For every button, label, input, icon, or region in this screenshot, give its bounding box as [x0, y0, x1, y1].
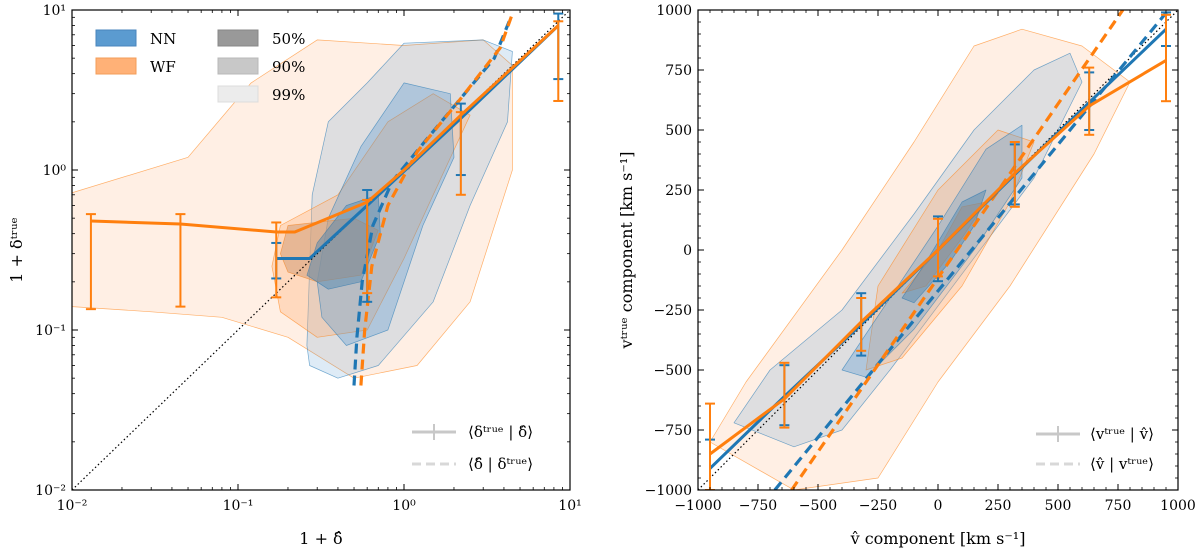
left-x-axis-label: 1 + δ̂ — [299, 529, 342, 548]
left-ytick-label-3: 10¹ — [43, 3, 66, 19]
left-panel: 10⁻² 10⁻¹ 10⁰ 10¹ 10⁻² 10⁻¹ 10⁰ 10¹ — [35, 3, 582, 514]
right-xtick-label-3: −250 — [859, 498, 897, 514]
right-xtick-label-8: 1000 — [1160, 498, 1196, 514]
legend-label-99: 99% — [272, 86, 305, 104]
right-y-axis-label: vᵗʳᵘᵉ component [km s⁻¹] — [617, 152, 636, 350]
left-xtick-label-3: 10¹ — [558, 498, 581, 514]
right-panel: −1000 −750 −500 −250 0 250 500 750 1000 −1000 −750… — [645, 3, 1196, 514]
left-core-shade-nn — [306, 194, 381, 290]
right-identity-line — [698, 10, 1178, 490]
right-core-shade-nn — [902, 190, 986, 303]
legend-label-50: 50% — [272, 30, 305, 48]
right-ytick-label-3: −250 — [654, 303, 692, 319]
legend-patch-90 — [217, 57, 259, 75]
left-reverse-curve-nn — [352, 20, 511, 386]
right-ytick-label-5: 250 — [665, 183, 692, 199]
left-ytick-label-1: 10⁻¹ — [35, 323, 66, 339]
right-xtick-label-7: 750 — [1105, 498, 1132, 514]
right-plot-area — [698, 10, 1178, 490]
legend-label-nn: NN — [150, 30, 176, 48]
right-xtick-label-4: 0 — [934, 498, 943, 514]
right-contour-nn-90 — [841, 124, 1023, 378]
legend-patch-99 — [217, 85, 259, 103]
right-ytick-label-2: −500 — [654, 363, 692, 379]
right-xtick-label-5: 250 — [985, 498, 1012, 514]
right-contour-nn-99 — [733, 52, 1083, 448]
legend-box: NN WF 50% 90% 99% — [95, 29, 305, 104]
right-ytick-label-8: 1000 — [656, 3, 692, 19]
right-contour-wf-99 — [709, 28, 1131, 490]
legend-label-forward-right: ⟨vᵗʳᵘᵉ | v̂⟩ — [1090, 425, 1154, 443]
legend-label-forward-left: ⟨δᵗʳᵘᵉ | δ̂⟩ — [468, 423, 533, 441]
left-contour-wf-99 — [72, 39, 513, 379]
legend-patch-wf — [95, 57, 137, 75]
right-xtick-label-2: −500 — [799, 498, 837, 514]
right-axes: −1000 −750 −500 −250 0 250 500 750 1000 −1000 −750… — [645, 3, 1196, 514]
right-xtick-label-1: −750 — [739, 498, 777, 514]
left-mean-line-wf — [90, 24, 560, 234]
left-core-shade-wf — [280, 218, 379, 282]
left-plot-area — [72, 10, 570, 490]
left-xtick-label-1: 10⁻¹ — [223, 498, 254, 514]
right-ytick-label-4: 0 — [683, 243, 692, 259]
left-ytick-label-2: 10⁰ — [43, 163, 67, 179]
left-plot-frame — [71, 9, 571, 491]
legend-label-wf: WF — [150, 58, 176, 76]
legend-label-reverse-right: ⟨v̂ | vᵗʳᵘᵉ⟩ — [1090, 455, 1154, 473]
left-xtick-label-2: 10⁰ — [392, 498, 416, 514]
left-contour-nn-50 — [306, 194, 381, 290]
left-axes: 10⁻² 10⁻¹ 10⁰ 10¹ 10⁻² 10⁻¹ 10⁰ 10¹ — [35, 3, 582, 514]
left-y-axis-label: 1 + δᵗʳᵘᵉ — [7, 217, 26, 282]
legend-patch-nn — [95, 29, 137, 47]
legend-label-reverse-left: ⟨δ̂ | δᵗʳᵘᵉ⟩ — [468, 455, 533, 473]
right-ytick-label-1: −750 — [654, 423, 692, 439]
right-plot-frame — [697, 9, 1179, 491]
right-xtick-label-6: 500 — [1045, 498, 1072, 514]
legend-patch-50 — [217, 29, 259, 47]
right-ytick-label-6: 500 — [665, 123, 692, 139]
right-xtick-label-0: −1000 — [674, 498, 721, 514]
right-x-axis-label: v̂ component [km s⁻¹] — [850, 529, 1026, 548]
right-reverse-curve-wf — [790, 10, 1125, 490]
legend-lines-left: ⟨δᵗʳᵘᵉ | δ̂⟩ ⟨δ̂ | δᵗʳᵘᵉ⟩ — [412, 423, 533, 473]
left-reverse-curve-wf — [359, 13, 514, 386]
legend-lines-right: ⟨vᵗʳᵘᵉ | v̂⟩ ⟨v̂ | vᵗʳᵘᵉ⟩ — [1036, 425, 1154, 473]
left-xtick-label-0: 10⁻² — [57, 498, 88, 514]
right-ytick-label-0: −1000 — [645, 483, 692, 499]
right-ytick-label-7: 750 — [665, 63, 692, 79]
legend-label-90: 90% — [272, 58, 305, 76]
left-ytick-label-0: 10⁻² — [35, 483, 66, 499]
